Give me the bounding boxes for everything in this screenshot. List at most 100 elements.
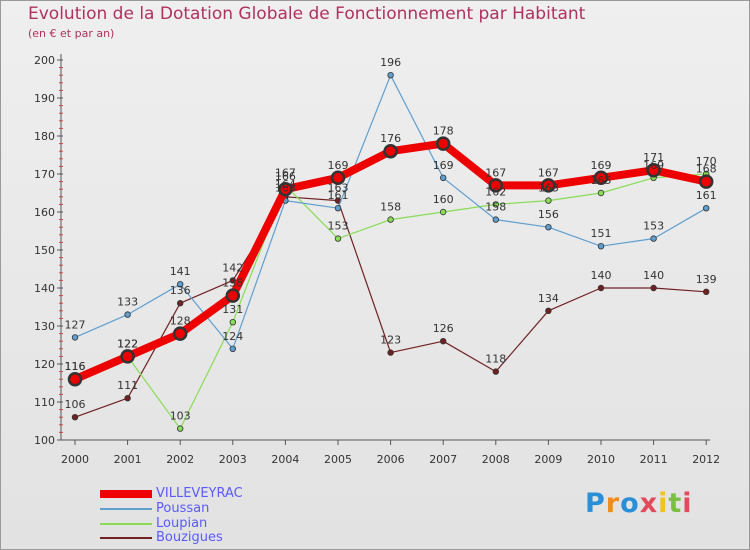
data-point-poussan [387, 71, 394, 79]
y-tick-label: 150 [34, 244, 55, 257]
data-point-poussan [334, 204, 342, 212]
data-point-poussan [176, 281, 184, 288]
data-point-bouzigues [597, 284, 605, 292]
data-label-poussan: 141 [170, 265, 191, 278]
data-label-poussan: 156 [538, 208, 559, 221]
legend-swatch-poussan [100, 508, 152, 510]
chart-axes: 100 110 120 130 140 150 160 170 180 190 200 2000 200… [34, 54, 720, 466]
data-label-loupian: 158 [380, 201, 401, 214]
data-label-villeveyrac: 166 [275, 170, 296, 183]
legend-label-loupian: Loupian [156, 516, 208, 531]
data-point-loupian [597, 189, 605, 197]
data-point-villeveyrac [646, 162, 661, 178]
data-label-villeveyrac: 176 [380, 132, 401, 145]
data-label-bouzigues: 140 [643, 269, 664, 282]
x-tick-label: 2003 [219, 453, 247, 466]
data-label-bouzigues: 134 [538, 292, 559, 305]
data-label-bouzigues: 126 [433, 322, 454, 335]
data-label-villeveyrac: 168 [696, 163, 717, 176]
data-label-poussan: 124 [222, 330, 243, 343]
data-point-bouzigues [71, 414, 79, 421]
data-label-villeveyrac: 171 [643, 151, 664, 164]
x-tick-label: 2011 [640, 453, 668, 466]
data-point-bouzigues [387, 349, 394, 356]
y-tick-label: 100 [34, 434, 55, 447]
data-point-poussan [440, 174, 447, 181]
data-label-villeveyrac: 169 [591, 159, 612, 172]
data-point-bouzigues [229, 277, 236, 284]
series-layer [67, 71, 714, 432]
data-point-poussan [492, 216, 499, 223]
data-label-bouzigues: 106 [65, 398, 86, 411]
legend-label-poussan: Poussan [156, 501, 210, 516]
data-label-loupian: 167 [275, 166, 296, 179]
y-tick-label: 190 [34, 92, 55, 105]
data-label-villeveyrac: 116 [65, 360, 86, 373]
data-label-poussan: 161 [328, 189, 349, 202]
data-point-villeveyrac [67, 371, 83, 387]
x-tick-label: 2007 [429, 453, 457, 466]
data-label-villeveyrac: 167 [538, 166, 559, 179]
y-tick-label: 120 [34, 358, 55, 371]
y-tick-label: 180 [34, 130, 55, 143]
data-point-loupian [440, 208, 447, 216]
data-label-bouzigues: 140 [591, 269, 612, 282]
data-label-loupian: 165 [591, 174, 612, 187]
chart-title: Evolution de la Dotation Globale de Fonc… [28, 4, 586, 24]
chart-subtitle: (en € et par an) [28, 27, 115, 40]
y-tick-label: 200 [34, 54, 55, 67]
data-label-bouzigues: 164 [275, 178, 296, 191]
data-point-poussan [229, 345, 236, 352]
data-label-loupian: 122 [117, 337, 138, 350]
data-point-bouzigues [176, 300, 184, 307]
proxiti-logo: Proxiti [585, 488, 693, 519]
data-label-bouzigues: 118 [485, 353, 506, 366]
data-point-bouzigues [703, 288, 710, 295]
data-point-poussan [71, 334, 79, 341]
y-tick-label: 110 [34, 396, 55, 409]
data-label-villeveyrac: 122 [117, 337, 138, 350]
data-label-poussan: 196 [380, 56, 401, 69]
data-label-poussan: 163 [275, 182, 296, 195]
data-label-villeveyrac: 138 [222, 277, 243, 290]
x-tick-label: 2008 [482, 453, 510, 466]
y-tick-label: 160 [34, 206, 55, 219]
data-point-poussan [597, 242, 605, 250]
data-label-villeveyrac: 128 [170, 315, 191, 328]
data-point-villeveyrac [172, 326, 188, 341]
x-tick-label: 2002 [166, 453, 194, 466]
data-point-bouzigues [650, 284, 657, 292]
data-point-poussan [124, 311, 131, 318]
x-tick-label: 2001 [114, 453, 142, 466]
data-point-villeveyrac [225, 288, 241, 303]
data-point-loupian [229, 319, 236, 326]
x-tick-label: 2010 [587, 453, 615, 466]
data-label-loupian: 160 [433, 193, 454, 206]
data-point-villeveyrac [278, 181, 293, 197]
data-point-poussan [650, 235, 657, 242]
data-label-loupian: 163 [538, 182, 559, 195]
data-label-bouzigues: 163 [328, 182, 349, 195]
data-label-loupian: 170 [696, 155, 717, 168]
legend-swatch-bouzigues [100, 537, 152, 539]
data-point-villeveyrac [330, 170, 346, 186]
data-point-villeveyrac [383, 143, 398, 159]
data-label-villeveyrac: 167 [485, 166, 506, 179]
data-point-bouzigues [440, 338, 447, 345]
data-point-villeveyrac [488, 178, 504, 193]
data-label-villeveyrac: 178 [433, 125, 454, 138]
data-point-villeveyrac [435, 136, 451, 151]
data-point-loupian [545, 197, 552, 204]
y-tick-label: 170 [34, 168, 55, 181]
data-point-loupian [387, 216, 394, 223]
y-tick-label: 140 [34, 282, 55, 295]
data-label-loupian: 153 [328, 220, 349, 233]
data-label-villeveyrac: 169 [328, 159, 349, 172]
legend-label-bouzigues: Bouzigues [156, 530, 223, 545]
data-label-poussan: 161 [696, 189, 717, 202]
data-point-villeveyrac [698, 174, 714, 189]
x-tick-label: 2012 [692, 453, 720, 466]
data-label-bouzigues: 123 [380, 334, 401, 347]
